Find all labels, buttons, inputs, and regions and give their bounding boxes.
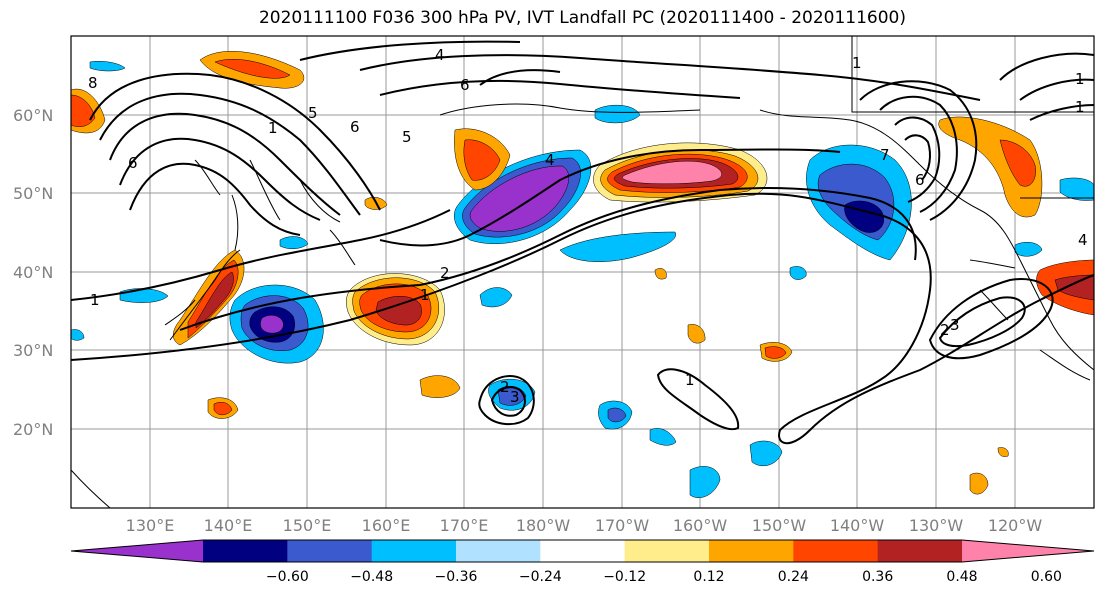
contour-label: 6 xyxy=(915,171,925,189)
contour-label: 1 xyxy=(1075,98,1085,116)
colorbar-tick-label: 0.60 xyxy=(1031,569,1062,585)
colorbar-tick-label: 0.24 xyxy=(778,569,809,585)
contour-label: 1 xyxy=(268,119,278,137)
contour-label: 1 xyxy=(852,54,862,72)
colorbar-tick-label: 0.36 xyxy=(862,569,893,585)
colorbar-segment xyxy=(456,540,541,562)
contour-label: 4 xyxy=(545,151,555,169)
map-frame xyxy=(70,35,1095,509)
lon-label: 180°W xyxy=(516,516,571,535)
lat-labels: 60°N 50°N 40°N 30°N 20°N xyxy=(13,106,53,439)
contour-label: 8 xyxy=(88,74,98,92)
lon-label: 140°E xyxy=(204,516,253,535)
map-title: 2020111100 F036 300 hPa PV, IVT Landfall… xyxy=(258,8,906,28)
contour-label: 3 xyxy=(950,316,960,334)
lon-label: 170°W xyxy=(595,516,650,535)
colorbar-extend-low xyxy=(71,540,203,562)
contour-label: 7 xyxy=(880,146,890,164)
contour-label: 2 xyxy=(440,264,450,282)
map-panel: 8 6 4 6 1 5 6 5 1 4 2 1 2 3 2 1 1 7 6 1 … xyxy=(71,36,1094,508)
contour-label: 1 xyxy=(420,286,430,304)
pv-contours xyxy=(71,40,1094,445)
colorbar-outline xyxy=(70,539,1095,563)
contour-label: 4 xyxy=(1078,231,1088,249)
coastlines xyxy=(71,36,1094,508)
contour-label: 2 xyxy=(940,321,950,339)
contour-label: 2 xyxy=(500,378,510,396)
lon-label: 150°E xyxy=(283,516,332,535)
contour-label: 1 xyxy=(685,371,695,389)
contour-label: 5 xyxy=(402,128,412,146)
colorbar-segment xyxy=(371,540,457,562)
contour-label: 1 xyxy=(90,291,100,309)
lon-label: 130°W xyxy=(909,516,964,535)
lat-label: 20°N xyxy=(13,420,53,439)
lat-label: 50°N xyxy=(13,184,53,203)
colorbar-tick-label: −0.60 xyxy=(266,569,309,585)
colorbar-tick-label: −0.24 xyxy=(519,569,562,585)
contour-label: 6 xyxy=(350,118,360,136)
lat-label: 30°N xyxy=(13,341,53,360)
lon-label: 140°W xyxy=(830,516,885,535)
lon-label: 170°E xyxy=(440,516,489,535)
contour-label: 1 xyxy=(1075,70,1085,88)
contour-label: 4 xyxy=(435,46,445,64)
contour-label: 3 xyxy=(510,388,520,406)
colorbar-tick-label: 0.48 xyxy=(946,569,977,585)
contour-label: 5 xyxy=(308,104,318,122)
colorbar-extend-high xyxy=(962,540,1094,562)
lon-labels: 130°E 140°E 150°E 160°E 170°E 180°W 170°… xyxy=(126,516,1043,535)
colorbar-segment xyxy=(203,540,288,562)
contour-labels: 8 6 4 6 1 5 6 5 1 4 2 1 2 3 2 1 1 7 6 1 … xyxy=(88,46,1088,406)
lon-label: 150°W xyxy=(752,516,807,535)
contour-label: 6 xyxy=(128,154,138,172)
pv-anomaly-fill xyxy=(71,51,1094,498)
colorbar-segment xyxy=(709,540,794,562)
lon-label: 130°E xyxy=(126,516,175,535)
colorbar-segment xyxy=(877,540,963,562)
colorbar-tick-label: −0.48 xyxy=(350,569,393,585)
colorbar-tick-label: −0.12 xyxy=(603,569,646,585)
colorbar-segment xyxy=(793,540,879,562)
lat-label: 60°N xyxy=(13,106,53,125)
lon-label: 120°W xyxy=(988,516,1043,535)
colorbar-segment xyxy=(287,540,373,562)
colorbar-segment xyxy=(540,540,626,562)
lon-label: 160°E xyxy=(362,516,411,535)
lon-label: 160°W xyxy=(673,516,728,535)
colorbar-segment xyxy=(624,540,710,562)
colorbar-tick-label: 0.12 xyxy=(693,569,724,585)
colorbar: −0.60 −0.48 −0.36 −0.24 −0.12 0.12 0.24 0.36 0.4… xyxy=(70,539,1095,585)
lat-label: 40°N xyxy=(13,263,53,282)
colorbar-tick-label: −0.36 xyxy=(435,569,478,585)
contour-label: 6 xyxy=(460,76,470,94)
